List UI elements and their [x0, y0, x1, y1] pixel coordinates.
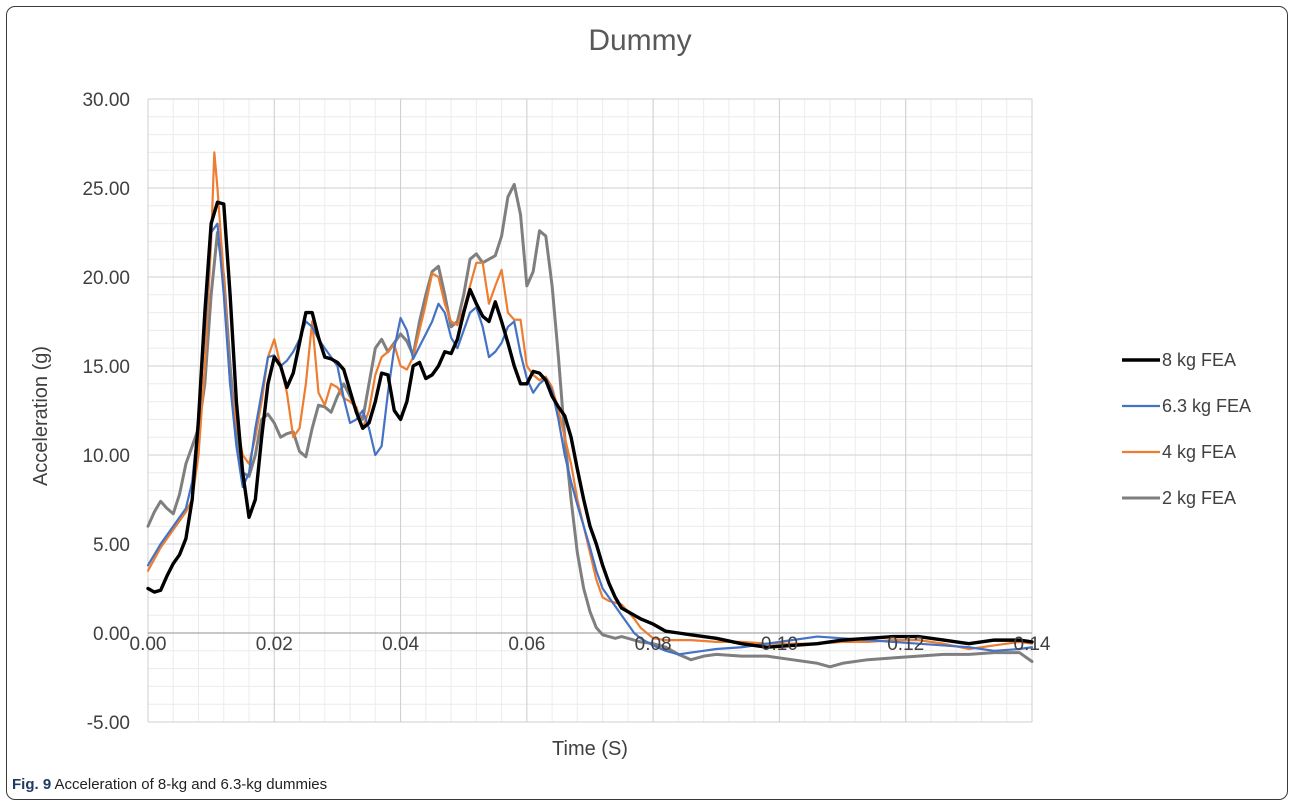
major-grid	[147, 98, 1033, 723]
legend-label-8-kg-fea: 8 kg FEA	[1162, 350, 1236, 370]
x-tick-label: 0.12	[887, 634, 924, 655]
x-tick-labels: 0.00 0.02 0.04 0.06 0.08 0.10 0.12 0.14	[130, 634, 1051, 655]
minor-grid	[147, 98, 1033, 723]
legend-label-6-3-kg-fea: 6.3 kg FEA	[1162, 396, 1251, 416]
legend: 8 kg FEA 6.3 kg FEA 4 kg FEA 2 kg FEA	[1122, 350, 1251, 508]
caption-label: Fig. 9	[12, 776, 52, 793]
y-tick-label: 5.00	[93, 535, 130, 556]
legend-label-2-kg-fea: 2 kg FEA	[1162, 488, 1236, 508]
series-line-4-kg-fea	[146, 151, 1034, 651]
x-tick-label: 0.08	[635, 634, 672, 655]
figure-frame	[6, 6, 1288, 800]
y-tick-label: 10.00	[82, 446, 130, 467]
series-line-8-kg-fea	[146, 200, 1034, 649]
x-tick-label: 0.00	[130, 634, 167, 655]
legend-label-4-kg-fea: 4 kg FEA	[1162, 442, 1236, 462]
y-tick-label: -5.00	[87, 713, 130, 734]
y-tick-label: 25.00	[82, 179, 130, 200]
x-tick-label: 0.02	[256, 634, 293, 655]
chart-title: Dummy	[588, 24, 691, 57]
x-tick-label: 0.04	[382, 634, 419, 655]
x-tick-label: 0.06	[508, 634, 545, 655]
figure-caption: Fig. 9 Acceleration of 8-kg and 6.3-kg d…	[12, 776, 327, 793]
y-axis-title: Acceleration (g)	[30, 346, 52, 486]
x-tick-label: 0.14	[1014, 634, 1051, 655]
caption-text: Acceleration of 8-kg and 6.3-kg dummies	[54, 776, 328, 793]
series-line-2-kg-fea	[146, 182, 1034, 669]
y-tick-label: 20.00	[82, 268, 130, 289]
y-tick-label: 0.00	[93, 624, 130, 645]
x-tick-label: 0.10	[761, 634, 798, 655]
y-tick-label: 30.00	[82, 90, 130, 111]
y-tick-label: 15.00	[82, 357, 130, 378]
y-tick-labels: 30.00 25.00 20.00 15.00 10.00 5.00 0.00 -5.00	[82, 90, 130, 734]
series-layer	[146, 151, 1034, 669]
series-line-6-3-kg-fea	[146, 222, 1034, 656]
x-axis-title: Time (S)	[552, 738, 628, 760]
